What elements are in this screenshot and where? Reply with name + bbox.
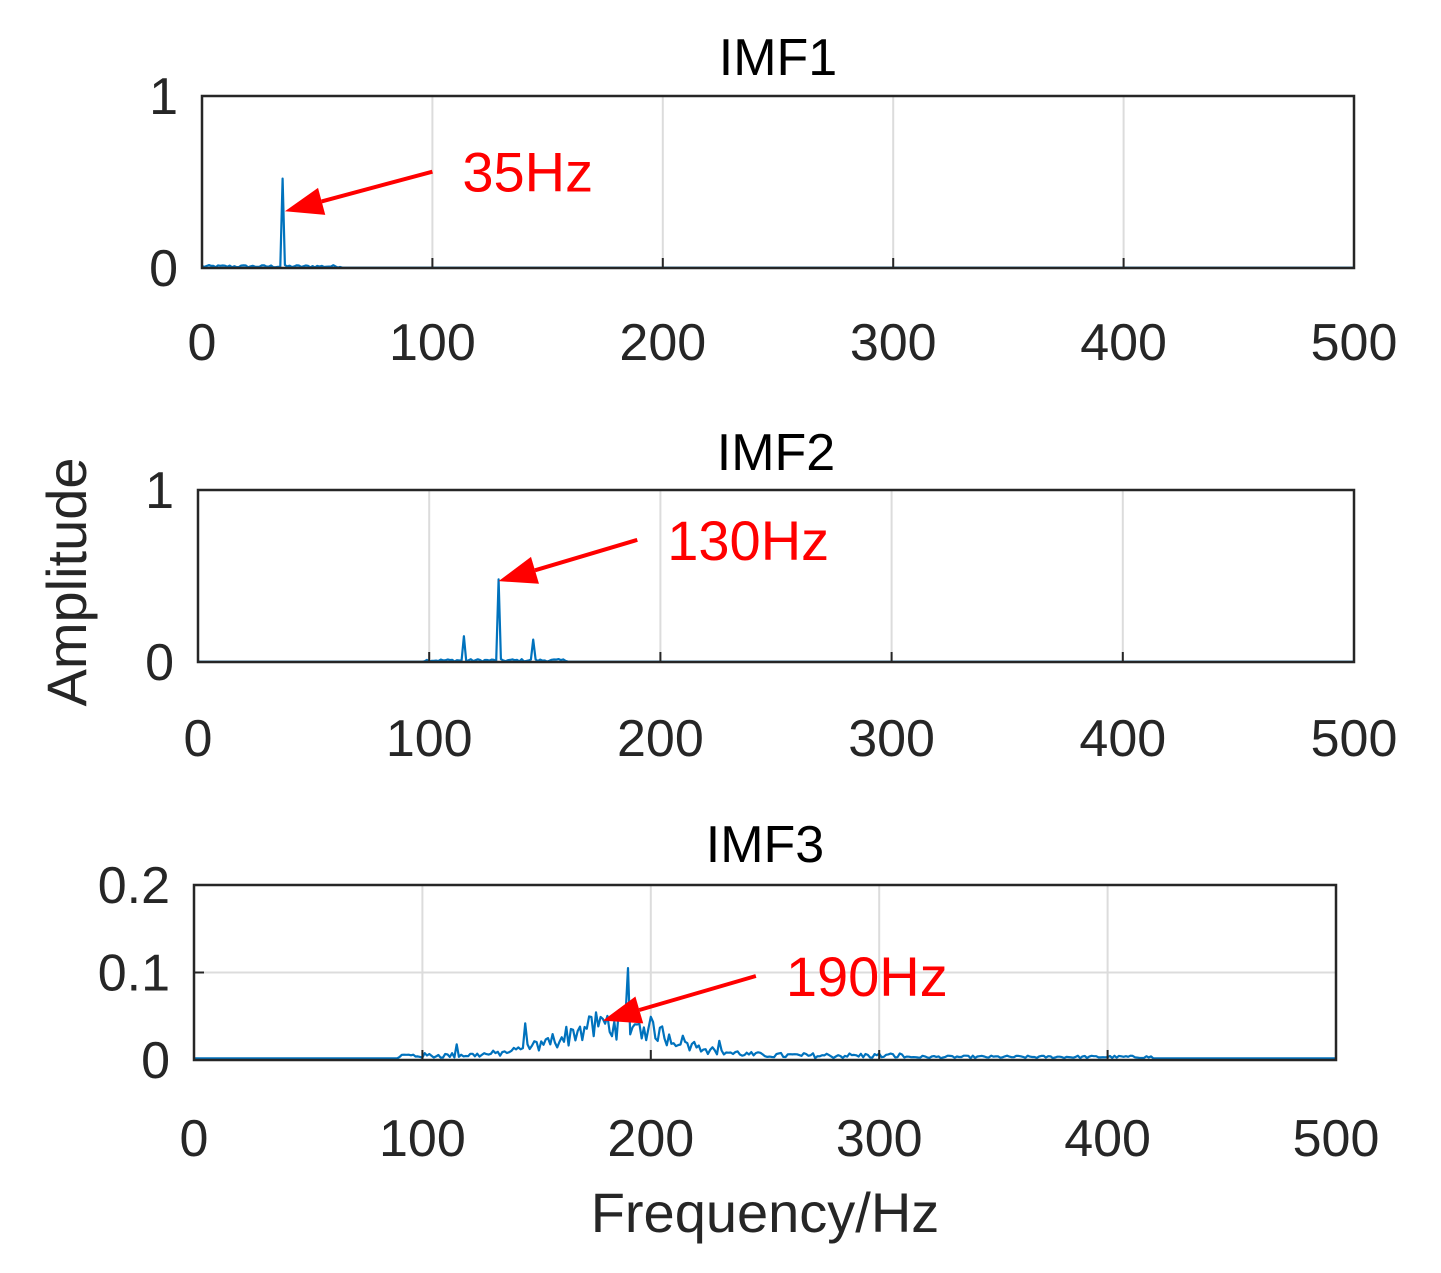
annotation-arrow-head: [284, 187, 326, 215]
x-tick-label-2: 200: [607, 1110, 694, 1168]
series-line-0: [194, 967, 1336, 1060]
panel-imf3: 0 100 200 300 400 500 0 0.1 0.2 IMF3 190Hz: [98, 816, 1380, 1168]
y-tick-label-0: 0: [141, 1032, 170, 1090]
annotation-label: 130Hz: [667, 509, 829, 572]
x-tick-label-0: 0: [188, 314, 217, 372]
x-tick-label-5: 500: [1293, 1110, 1380, 1168]
x-tick-label-1: 100: [379, 1110, 466, 1168]
y-tick-label-0: 0: [149, 240, 178, 298]
x-tick-label-3: 300: [848, 710, 935, 768]
x-tick-label-2: 200: [617, 710, 704, 768]
x-tick-label-5: 500: [1311, 314, 1398, 372]
x-axis-label: Frequency/Hz: [591, 1181, 940, 1244]
x-tick-label-3: 300: [850, 314, 937, 372]
x-tick-label-2: 200: [619, 314, 706, 372]
axes-frame: [196, 488, 1356, 664]
panel-title: IMF1: [719, 29, 837, 87]
series-line-0: [201, 177, 1354, 269]
y-tick-label-0: 0: [145, 634, 174, 692]
annotation-label: 190Hz: [786, 945, 948, 1008]
x-tick-label-3: 300: [836, 1110, 923, 1168]
y-tick-label-1: 0.1: [98, 945, 170, 1003]
x-tick-label-4: 400: [1079, 710, 1166, 768]
x-tick-label-5: 500: [1311, 710, 1398, 768]
x-tick-label-1: 100: [389, 314, 476, 372]
annotation-arrow-head: [498, 556, 539, 584]
annotation-arrow-shaft: [321, 169, 433, 204]
panel-imf1: 0 100 200 300 400 500 0 1 IMF1 35Hz: [149, 29, 1397, 372]
panel-title: IMF2: [717, 424, 835, 482]
series-line-0: [198, 578, 1354, 663]
annotation-arrow-shaft: [638, 974, 757, 1012]
x-tick-label-4: 400: [1064, 1110, 1151, 1168]
y-tick-label-1: 1: [145, 462, 174, 520]
annotation-arrow-head: [602, 996, 644, 1024]
x-tick-label-0: 0: [180, 1110, 209, 1168]
y-axis-label: Amplitude: [35, 457, 98, 706]
x-tick-label-1: 100: [386, 710, 473, 768]
y-tick-label-1: 1: [149, 68, 178, 126]
axes-frame: [200, 94, 1356, 270]
annotation-arrow-shaft: [534, 537, 638, 573]
y-tick-label-2: 0.2: [98, 857, 170, 915]
panel-title: IMF3: [706, 816, 824, 874]
panel-imf2: 0 100 200 300 400 500 0 1 IMF2 130Hz: [145, 424, 1397, 768]
x-tick-label-0: 0: [184, 710, 213, 768]
x-tick-label-4: 400: [1080, 314, 1167, 372]
annotation-label: 35Hz: [462, 141, 593, 204]
